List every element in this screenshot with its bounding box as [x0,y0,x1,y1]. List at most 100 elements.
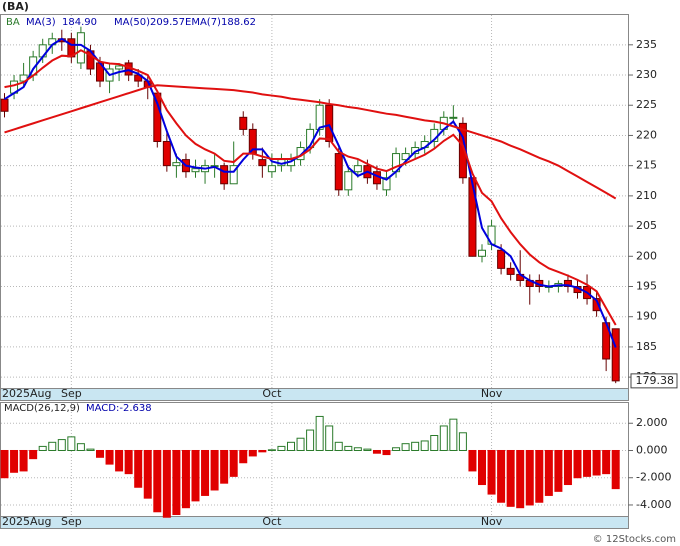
legend-value: 184.90 [62,17,97,28]
macd-bar [191,449,200,502]
y-tick-label: 225 [636,98,657,111]
macd-bar [57,439,66,451]
macd-value: MACD:-2.638 [86,403,152,414]
macd-bar [315,415,324,451]
candle-body [267,165,276,173]
macd-bar [344,445,353,451]
x-tick-label: 2025Aug [2,515,51,528]
candle-body [497,249,506,269]
macd-bar [334,441,343,451]
macd-panel [0,402,629,517]
macd-bar [96,449,104,458]
candle-body [76,32,85,64]
y-tick-label: 230 [636,68,657,81]
macd-bar [458,432,467,451]
macd-bar [497,449,506,503]
macd-bar [86,448,95,451]
y-tick-label: -2.000 [636,471,671,484]
macd-bar [487,449,496,495]
macd-bar [363,448,372,451]
candle-body [220,165,229,185]
macd-bar [506,449,515,507]
candle-body [449,116,458,119]
macd-bar [611,449,620,490]
ma-line [4,84,617,200]
y-tick-label: 205 [636,219,657,232]
macd-bar [325,425,334,451]
candle-body [592,298,601,312]
y-tick-label: 195 [636,279,657,292]
legend-name: MA(3) [26,17,56,28]
macd-bar [10,449,19,473]
candle-body [468,177,477,257]
macd-bar [38,445,47,451]
x-tick-label: 2025Aug [2,387,51,400]
candle-body [315,104,324,130]
macd-bar [516,449,525,509]
candle-body [258,159,267,167]
macd-bar [401,443,410,451]
last-price: 179.38 [636,374,675,387]
y-tick-label: 235 [636,38,657,51]
y-tick-label: 190 [636,310,657,323]
candle-body [353,165,362,173]
macd-bar [220,449,229,484]
macd-bar [439,425,448,451]
y-tick-label: 0.000 [636,443,668,456]
macd-bar [181,449,190,509]
macd-bar [411,441,420,451]
candle-body [191,168,200,173]
macd-bar [392,447,401,451]
macd-bar [563,449,572,486]
y-tick-label: -4.000 [636,498,671,511]
macd-bar [134,449,143,488]
macd-bar [306,429,315,451]
macd-bar [449,418,458,451]
x-tick-label: Nov [481,387,503,400]
macd-bar [162,449,171,518]
macd-bar [201,449,210,496]
macd-bar [143,449,152,499]
macd-bar [277,445,286,451]
macd-bar [19,449,28,472]
last-price-box [630,373,678,389]
macd-bar [267,449,276,451]
macd-bar [296,437,305,451]
macd-bar [172,449,181,516]
macd-bar [76,443,85,451]
candle-body [344,171,353,191]
ma-line [3,37,617,348]
candle-body [325,104,334,142]
macd-bar [372,449,381,454]
candle-body [0,98,9,112]
candle-body [172,162,181,167]
date-strip [0,388,629,401]
macd-bar [535,449,544,503]
chart-title: (BA) [2,0,29,13]
macd-bar [592,449,601,476]
legend-value: 209.57 [150,17,185,28]
macd-bar [0,449,9,479]
candle-body [334,153,343,191]
macd-bar [573,449,582,479]
ma-line [4,49,617,326]
macd-bar [430,435,439,451]
macd-bar [544,449,553,496]
legend-value: 188.62 [221,17,256,28]
y-tick-label: 2.000 [636,416,668,429]
x-tick-label: Sep [61,387,82,400]
y-tick-label: 220 [636,128,657,141]
macd-bar [229,449,238,477]
macd-bar [353,447,362,451]
macd-bar [554,449,563,492]
macd-bar [48,441,57,451]
candle-body [239,116,248,130]
candle-body [382,177,391,191]
macd-bar [382,449,391,456]
x-tick-label: Oct [262,515,282,528]
y-tick-label: 215 [636,159,657,172]
macd-bar [105,449,114,465]
x-tick-label: Nov [481,515,503,528]
macd-bar [287,441,295,451]
